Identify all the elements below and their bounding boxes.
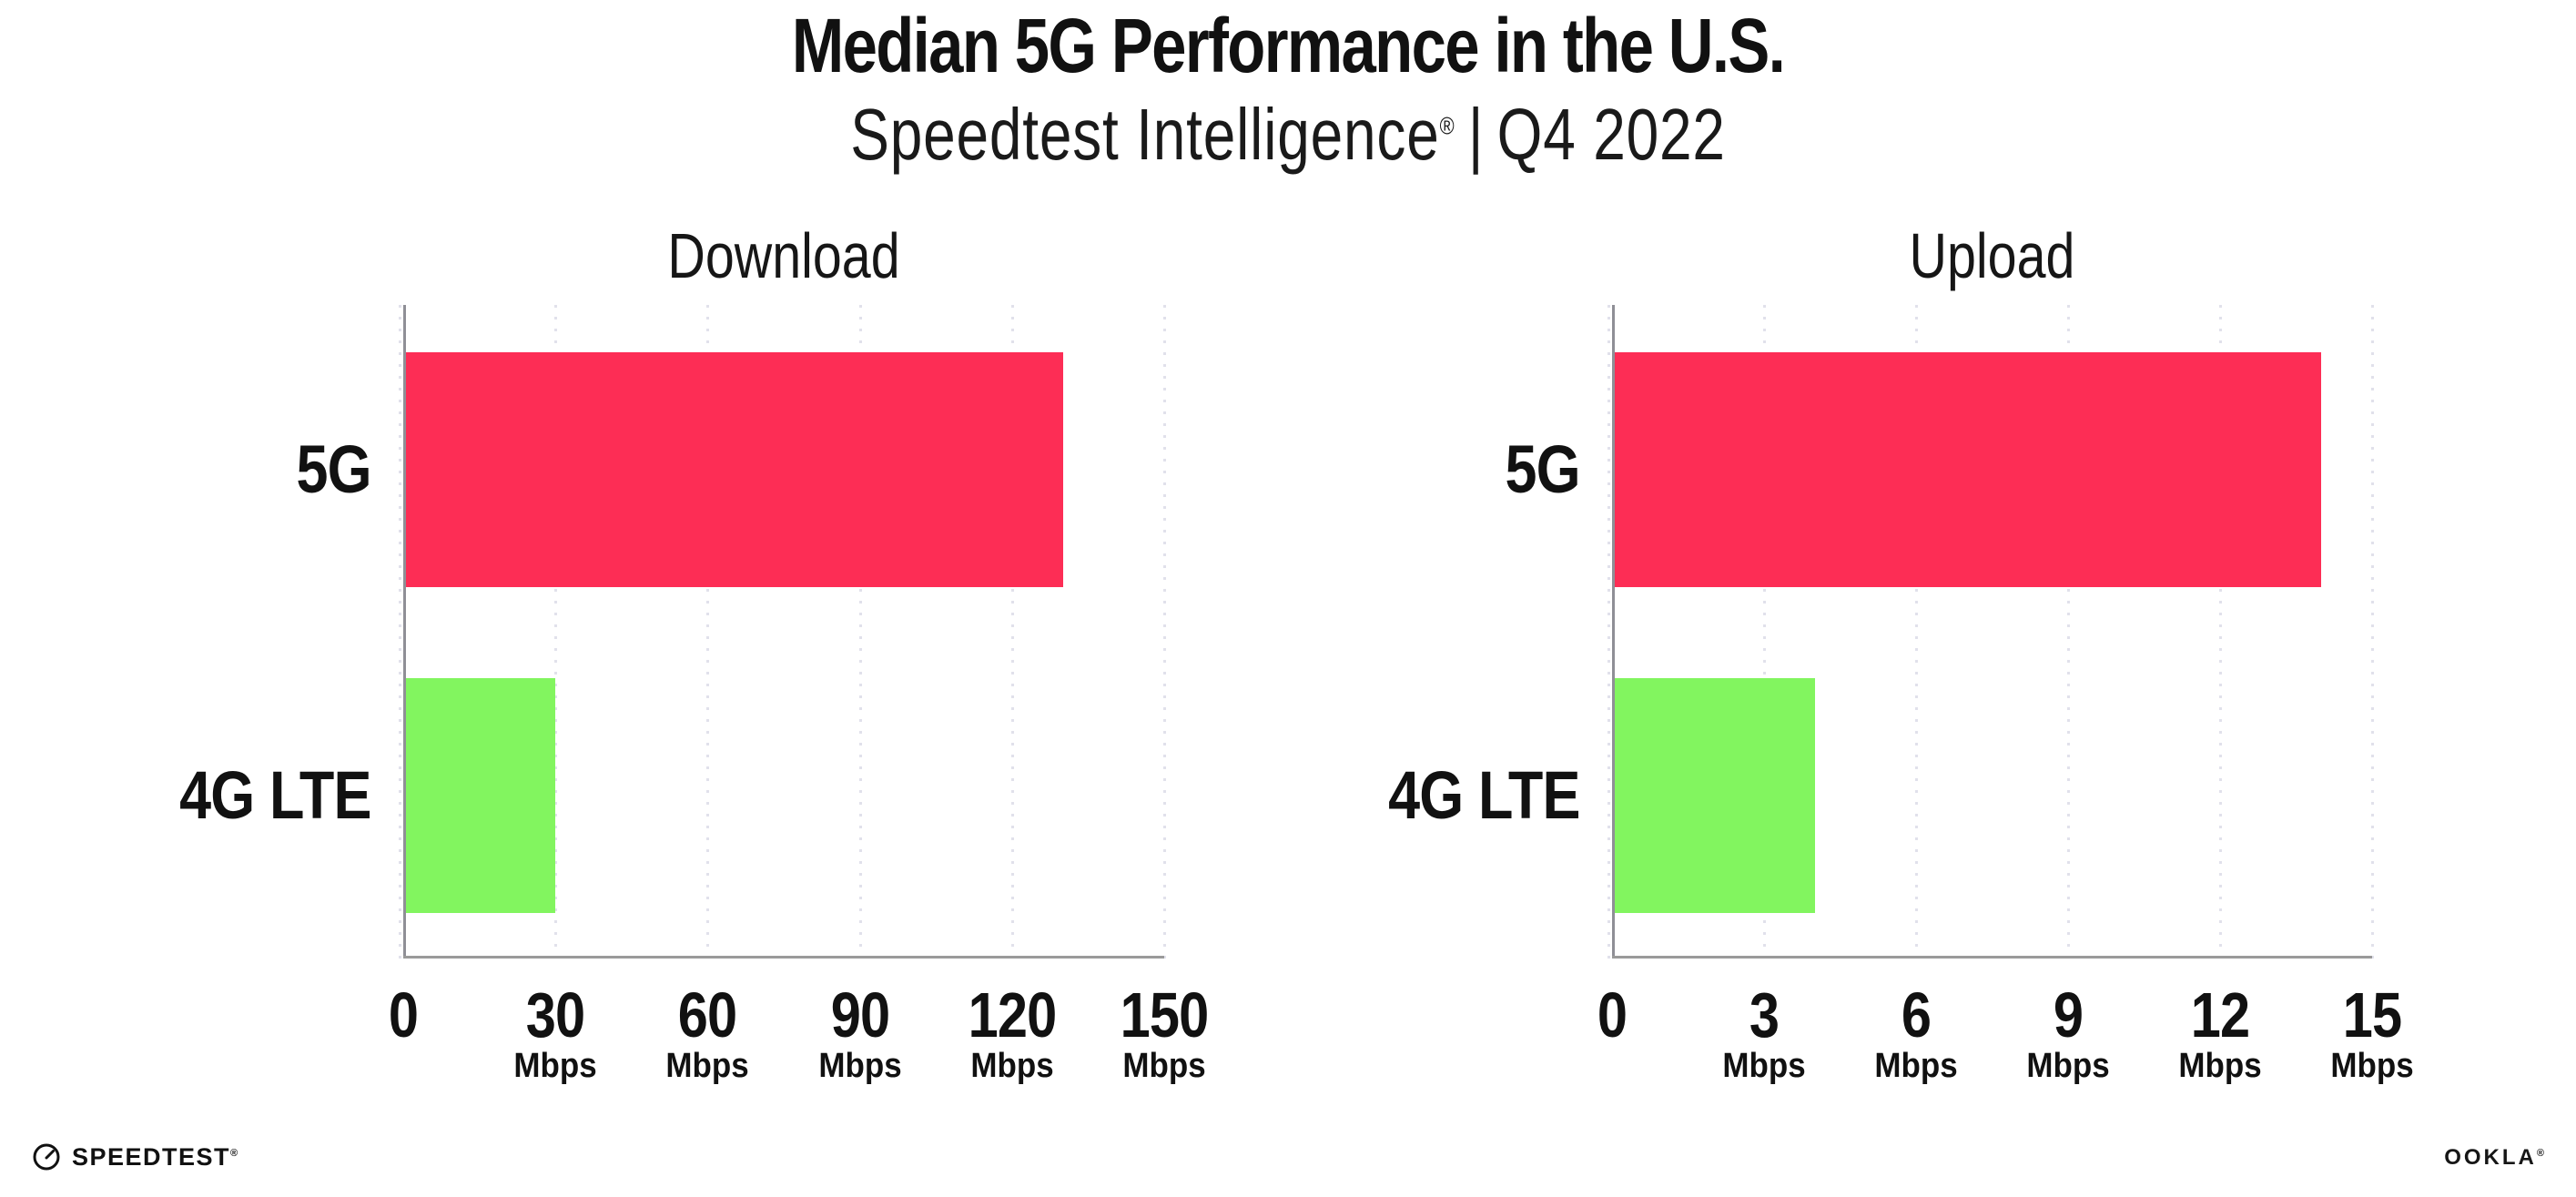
tick-label: 60 bbox=[678, 979, 737, 1050]
speedtest-wordmark: SPEEDTEST® bbox=[72, 1142, 239, 1171]
subtitle-separator: | bbox=[1467, 94, 1485, 175]
tick-unit-label: Mbps bbox=[665, 1047, 750, 1085]
tick-unit-label: Mbps bbox=[817, 1047, 902, 1085]
tick-label: 9 bbox=[2053, 979, 2084, 1050]
tick-unit-label: Mbps bbox=[2026, 1047, 2110, 1085]
page-subtitle: Speedtest Intelligence® | Q4 2022 bbox=[258, 95, 2318, 175]
y-axis-spine bbox=[1612, 305, 1615, 959]
category-label-4g-lte: 4G LTE bbox=[1388, 757, 1581, 833]
gridline bbox=[706, 305, 710, 964]
speedtest-trademark-mark: ® bbox=[230, 1147, 239, 1159]
tick-label: 0 bbox=[388, 979, 419, 1050]
bar-5g bbox=[406, 352, 1063, 587]
chart-title: Download bbox=[667, 220, 900, 291]
speedtest-logo: SPEEDTEST® bbox=[32, 1142, 239, 1172]
subtitle-period: Q4 2022 bbox=[1496, 94, 1726, 175]
x-axis-line bbox=[1612, 956, 2372, 959]
tick-unit-label: Mbps bbox=[970, 1047, 1054, 1085]
tick-unit-label: Mbps bbox=[1874, 1047, 1958, 1085]
bar-4g-lte bbox=[1615, 678, 1815, 913]
ookla-wordmark: OOKLA bbox=[2444, 1145, 2537, 1170]
tick-label: 6 bbox=[1901, 979, 1932, 1050]
tick-label: 120 bbox=[968, 979, 1057, 1050]
ookla-logo: OOKLA® bbox=[2444, 1145, 2547, 1171]
category-label-5g: 5G bbox=[296, 431, 372, 507]
tick-label: 30 bbox=[525, 979, 585, 1050]
tick-label: 3 bbox=[1749, 979, 1780, 1050]
tick-label: 90 bbox=[830, 979, 889, 1050]
gridline bbox=[399, 305, 401, 964]
speedtest-gauge-icon bbox=[33, 1143, 60, 1171]
bar-5g bbox=[1615, 352, 2322, 587]
tick-label: 0 bbox=[1597, 979, 1628, 1050]
tick-unit-label: Mbps bbox=[1722, 1047, 1806, 1085]
gridline bbox=[858, 305, 862, 964]
tick-label: 150 bbox=[1120, 979, 1210, 1050]
tick-unit-label: Mbps bbox=[1122, 1047, 1206, 1085]
gridline bbox=[2371, 305, 2374, 964]
tick-unit-label: Mbps bbox=[513, 1047, 597, 1085]
page-title: Median 5G Performance in the U.S. bbox=[791, 3, 1786, 88]
gridline bbox=[1163, 305, 1166, 964]
tick-label: 12 bbox=[2190, 979, 2250, 1050]
registered-trademark-mark: ® bbox=[1439, 111, 1455, 140]
tick-label: 15 bbox=[2342, 979, 2402, 1050]
gridline bbox=[1010, 305, 1014, 964]
subtitle-brand: Speedtest Intelligence bbox=[850, 94, 1440, 175]
gridline bbox=[2067, 305, 2070, 964]
gridline bbox=[1607, 305, 1610, 964]
gridline bbox=[2219, 305, 2222, 964]
bar-4g-lte bbox=[406, 678, 556, 913]
ookla-trademark-mark: ® bbox=[2536, 1148, 2547, 1159]
category-label-5g: 5G bbox=[1505, 431, 1581, 507]
y-axis-spine bbox=[403, 305, 406, 959]
tick-unit-label: Mbps bbox=[2330, 1047, 2414, 1085]
gridline bbox=[554, 305, 558, 964]
tick-unit-label: Mbps bbox=[2178, 1047, 2262, 1085]
gridline bbox=[1763, 305, 1766, 964]
x-axis-line bbox=[403, 956, 1164, 959]
gridline bbox=[1915, 305, 1918, 964]
chart-title: Upload bbox=[1909, 220, 2075, 291]
category-label-4g-lte: 4G LTE bbox=[179, 757, 372, 833]
